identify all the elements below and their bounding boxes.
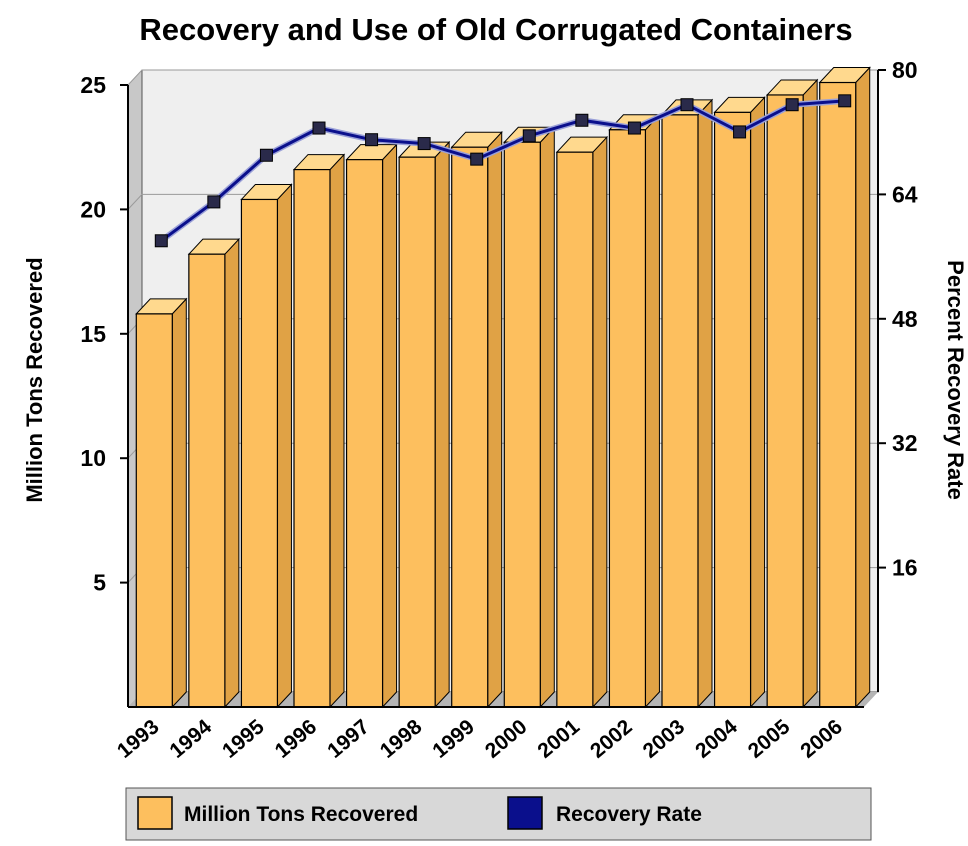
bar-2006 [818,66,871,709]
bar-side [487,130,503,709]
bar-side [644,113,660,709]
legend-box [125,787,872,841]
y2-tick-label: 32 [892,430,918,456]
legend-label-rate: Recovery Rate [556,803,702,826]
bar-front [661,114,699,708]
x-tick-label: 1998 [376,715,427,763]
bar-front [503,141,541,708]
x-tick-label: 1994 [165,715,216,763]
bar-2003 [660,98,714,709]
bar-front [713,111,752,708]
bar-1998 [397,140,451,709]
bar-side [697,98,713,709]
y2-tick-label: 48 [892,306,918,332]
y2-axis-title: Percent Recovery Rate [943,260,968,500]
bar-1995 [240,183,293,709]
y-tick-label: 5 [93,570,106,596]
bar-front [398,156,436,708]
bar-side [539,125,555,709]
x-tick-label: 2005 [744,715,795,763]
x-tick-label: 2006 [796,715,847,763]
legend: Million Tons Recovered Recovery Rate [125,787,872,841]
gridline [127,69,878,86]
rate-point-1997 [365,133,379,147]
y-tick-label: 25 [80,72,106,98]
x-tick-label: 2004 [691,715,742,763]
legend-swatch-rate [507,796,543,830]
rate-point-1998 [417,137,431,151]
x-tick-label: 1996 [271,715,322,763]
bar-front [556,151,594,708]
x-tick-label: 2000 [481,715,532,763]
x-tick-label: 1997 [323,715,374,763]
bar-side [802,78,818,709]
rate-point-2005 [785,98,799,112]
x-tick-label: 2002 [586,715,637,763]
bar-front [188,253,226,708]
bar-side [592,135,608,709]
bar-front [345,159,384,708]
bar-1994 [187,237,241,709]
legend-label-tons: Million Tons Recovered [184,803,418,826]
bar-2004 [713,96,766,709]
y2-tick-label: 64 [892,181,918,207]
y-tick-label: 15 [80,321,106,347]
bars [135,66,871,709]
bar-2002 [608,113,661,709]
rate-point-1993 [154,234,168,248]
bar-front [608,129,647,708]
x-axis-ticks: 1993 1994 1995 1996 1997 1998 1999 2000 2001 2002… [113,715,847,763]
bar-side [329,153,345,709]
rate-point-1999 [470,152,484,166]
rate-point-2004 [733,125,747,139]
axis-ticks: 5 10 15 20 25 16 32 48 64 80 [80,57,917,596]
y-tick-label: 20 [80,196,106,222]
bar-front [766,94,804,708]
chart-title: Recovery and Use of Old Corrugated Conta… [139,12,852,47]
rate-point-1996 [312,121,326,135]
y-tick-label: 10 [80,445,106,471]
bar-side [750,96,766,709]
rate-line [160,99,845,242]
bar-1996 [292,153,346,709]
bar-1993 [135,297,188,709]
recovery-rate-line [154,94,852,248]
x-tick-label: 1999 [428,715,479,763]
bar-side [224,237,240,709]
y2-tick-label: 16 [892,555,918,581]
bar-2000 [503,125,556,709]
bar-front [451,146,489,708]
bar-side [276,183,292,709]
bar-front [135,313,173,708]
x-tick-label: 1993 [113,715,164,763]
x-tick-label: 2001 [533,715,584,763]
bar-side [171,297,187,709]
bar-2001 [555,135,609,709]
rate-point-1995 [259,148,273,162]
x-tick-label: 1995 [218,715,269,763]
rate-point-2002 [627,121,641,135]
bar-1999 [450,130,503,709]
rate-point-1994 [207,195,221,209]
bar-front [293,168,331,708]
bar-1997 [345,143,398,709]
rate-point-2006 [838,94,852,108]
bar-side [855,66,871,709]
bar-front [819,81,857,708]
x-tick-label: 2003 [639,715,690,763]
legend-swatch-tons [137,796,173,830]
rate-point-2000 [522,129,536,143]
y-axis-title: Million Tons Recovered [22,257,47,502]
bar-front [240,198,279,708]
rate-point-2001 [575,113,589,127]
bar-side [434,140,450,709]
y2-tick-label: 80 [892,57,918,83]
floor [128,692,878,707]
bar-side [382,143,398,709]
bar-2005 [765,78,819,709]
rate-point-2003 [680,98,694,112]
